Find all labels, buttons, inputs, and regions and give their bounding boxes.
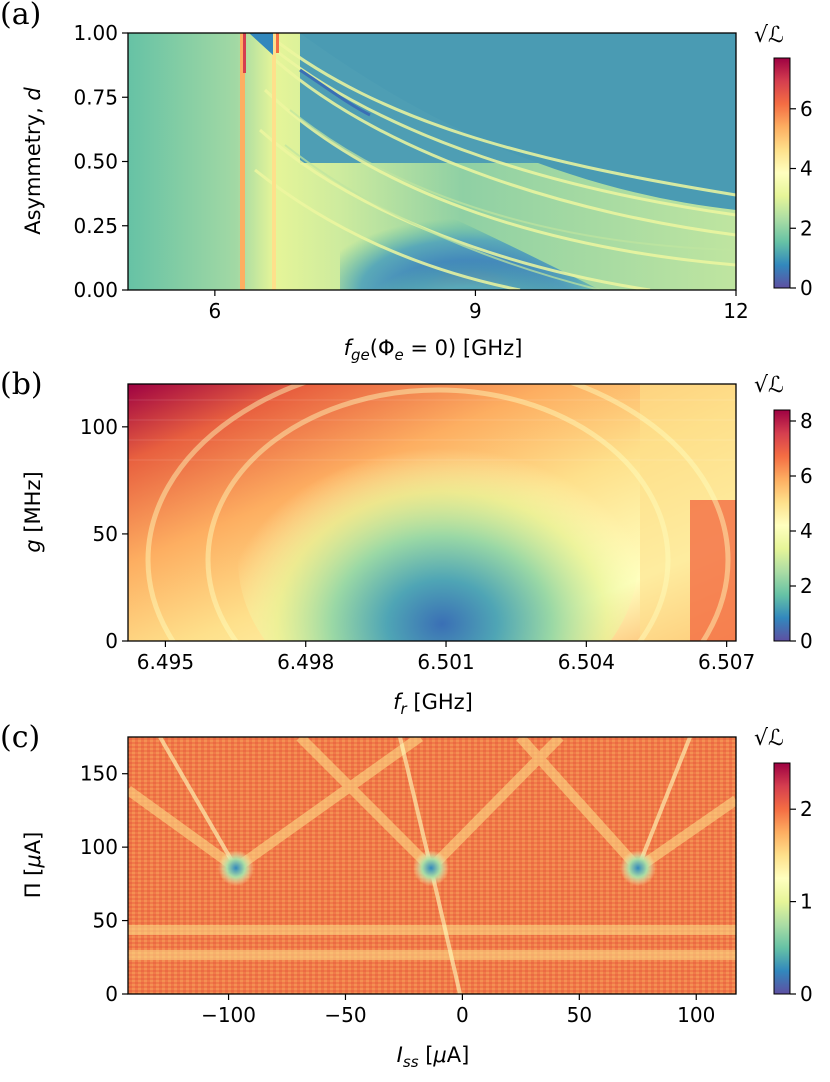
x-tick-label: 50 — [567, 1003, 592, 1027]
y-tick-label: 1.00 — [73, 21, 118, 45]
x-axis-label-b: fr [GHz] — [393, 690, 473, 718]
x-tick-label: 6.498 — [277, 650, 334, 674]
colorbar-tick-label: 0 — [800, 276, 813, 300]
colorbar-tick-label: 4 — [800, 519, 813, 543]
x-axis-label-c: Iss [μA] — [397, 1043, 470, 1071]
panel-c: −100 −50 0 50 100 0 50 100 150 (c) Iss [μA] Π [μ… — [0, 720, 813, 1071]
y-tick-label: 50 — [93, 909, 118, 933]
heatmap-b — [128, 384, 736, 641]
colorbar-title-b: √ℒ — [754, 373, 784, 398]
panel-label-a: (a) — [0, 0, 41, 32]
x-tick-label: 6.501 — [417, 650, 474, 674]
y-tick-label: 0.50 — [73, 150, 118, 174]
x-tick-label: 6 — [208, 299, 221, 323]
colorbar-a — [773, 57, 791, 289]
colorbar-tick-label: 2 — [800, 574, 813, 598]
heatmap-c — [128, 737, 736, 994]
axes-a: 6 9 12 0.00 0.25 0.50 0.75 1.00 — [73, 21, 748, 323]
heatmap-a — [128, 33, 736, 290]
x-tick-label: −50 — [324, 1003, 366, 1027]
x-axis-label-a: fge(Φe = 0) [GHz] — [344, 336, 523, 364]
y-axis-label-b: g [MHz] — [21, 471, 45, 552]
colorbar-b — [773, 409, 791, 642]
colorbar-tick-label: 2 — [800, 216, 813, 240]
colorbar-ticks-a: 0 2 4 6 — [790, 97, 813, 300]
axes-c: −100 −50 0 50 100 0 50 100 150 — [80, 762, 716, 1027]
y-tick-label: 0.25 — [73, 214, 118, 238]
panel-label-b: (b) — [0, 367, 43, 402]
y-tick-label: 0 — [105, 629, 118, 653]
panel-a: 6 9 12 0.00 0.25 0.50 0.75 1.00 (a) fge(Φe = 0)… — [0, 0, 813, 364]
y-tick-label: 0.75 — [73, 85, 118, 109]
x-tick-label: 9 — [469, 299, 482, 323]
colorbar-ticks-c: 0 1 2 — [790, 797, 813, 1006]
y-axis-label-a: Asymmetry, d — [21, 87, 45, 235]
colorbar-tick-label: 8 — [800, 409, 813, 433]
colorbar-title-a: √ℒ — [754, 23, 784, 48]
y-tick-label: 0 — [105, 982, 118, 1006]
y-tick-label: 50 — [93, 522, 118, 546]
axes-b: 6.495 6.498 6.501 6.504 6.507 0 50 100 — [80, 415, 755, 674]
x-tick-label: 12 — [723, 299, 748, 323]
y-axis-label-c: Π [μA] — [21, 832, 45, 899]
x-tick-label: 0 — [456, 1003, 469, 1027]
colorbar-tick-label: 6 — [800, 97, 813, 121]
y-tick-label: 0.00 — [73, 278, 118, 302]
y-tick-label: 100 — [80, 835, 118, 859]
colorbar-tick-label: 2 — [800, 797, 813, 821]
colorbar-tick-label: 0 — [800, 629, 813, 653]
x-tick-label: −100 — [201, 1003, 256, 1027]
x-tick-label: 6.495 — [137, 650, 194, 674]
x-tick-label: 6.507 — [698, 650, 755, 674]
colorbar-ticks-b: 0 2 4 6 8 — [790, 409, 813, 653]
y-tick-label: 150 — [80, 762, 118, 786]
colorbar-tick-label: 0 — [800, 982, 813, 1006]
colorbar-title-c: √ℒ — [754, 726, 784, 751]
colorbar-tick-label: 1 — [800, 890, 813, 914]
y-tick-label: 100 — [80, 415, 118, 439]
panel-b: 6.495 6.498 6.501 6.504 6.507 0 50 100 (b) fr [… — [0, 367, 813, 718]
colorbar-c — [773, 762, 791, 995]
x-tick-label: 100 — [677, 1003, 715, 1027]
panel-label-c: (c) — [0, 720, 40, 755]
x-tick-label: 6.504 — [558, 650, 615, 674]
colorbar-tick-label: 4 — [800, 157, 813, 181]
colorbar-tick-label: 6 — [800, 464, 813, 488]
